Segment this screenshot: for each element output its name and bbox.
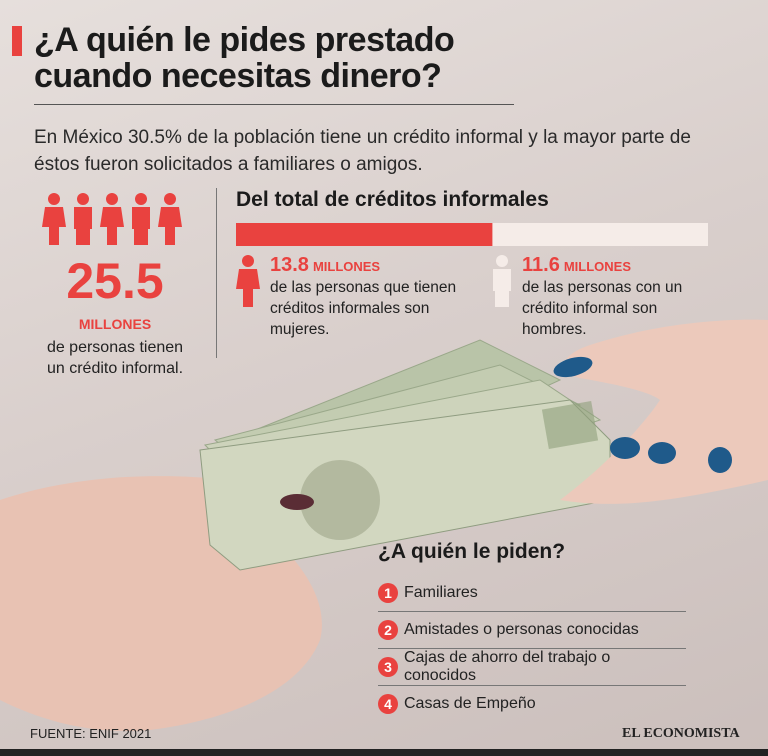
item-label: Familiares	[404, 583, 478, 601]
stat-value: 11.6	[522, 254, 560, 276]
intro: En México 30.5% de la población tiene un…	[34, 127, 691, 175]
stat-text: de las personas con un crédito informal …	[522, 279, 683, 338]
stat-unit: MILLONES	[312, 259, 381, 274]
breakdown-title: Del total de créditos informales	[236, 188, 549, 211]
item-number: 3	[378, 656, 398, 677]
total-text: de personas tienen un crédito informal.	[46, 339, 184, 377]
lenders-title: ¿A quién le piden?	[378, 540, 566, 563]
women-stat: 13.8 MILLONES de las personas que tienen …	[270, 254, 480, 340]
item-label: Cajas de ahorro del trabajo o conocidos	[403, 648, 611, 684]
title-accent	[12, 26, 22, 56]
source: FUENTE: ENIF 2021	[30, 726, 152, 741]
total-value: 25.5	[66, 253, 164, 309]
lender-item: 1 Familiares	[378, 574, 686, 612]
stat-unit: MILLONES	[563, 259, 631, 274]
rule	[34, 104, 514, 105]
item-label: Amistades o personas conocidas	[404, 620, 639, 638]
man-icon	[493, 255, 511, 307]
stat-value: 13.8	[270, 254, 309, 276]
item-number: 2	[378, 619, 398, 640]
lender-item: 4 Casas de Empeño	[378, 685, 686, 722]
banknotes	[199, 339, 611, 571]
people-icons	[42, 193, 182, 245]
brand: EL ECONOMISTA	[622, 726, 740, 741]
bar-segment	[236, 223, 493, 246]
lender-item: 2 Amistades o personas conocidas	[378, 611, 686, 649]
total-unit: MILLONES	[78, 316, 152, 332]
men-stat: 11.6 MILLONES de las personas con un créd…	[522, 254, 712, 340]
bar-segment	[492, 223, 708, 246]
item-number: 1	[378, 582, 398, 603]
split-bar	[236, 223, 708, 246]
title: ¿A quién le pides prestado cuando necesi…	[34, 21, 455, 95]
item-label: Casas de Empeño	[404, 694, 536, 712]
lender-item: 3 Cajas de ahorro del trabajo o conocidos	[378, 648, 686, 686]
woman-icon	[236, 255, 260, 307]
item-number: 4	[378, 693, 398, 714]
divider	[216, 188, 217, 358]
footer-rule	[0, 749, 768, 756]
stat-text: de las personas que tienen créditos info…	[270, 279, 457, 338]
